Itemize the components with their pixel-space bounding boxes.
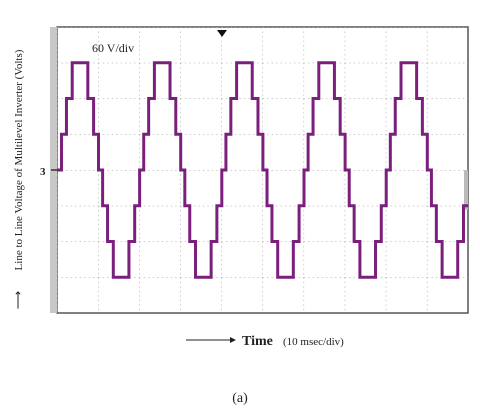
annotation: 60 V/div <box>92 41 134 55</box>
y-axis-label: Line to Line Voltage of Multilevel Inver… <box>13 49 25 270</box>
x-axis-arrowhead <box>230 337 236 343</box>
waveform <box>57 61 468 279</box>
channel-marker: 3 <box>40 166 46 178</box>
x-axis-label: Time <box>242 334 273 349</box>
y-axis-arrow: ⟶ <box>10 291 25 310</box>
x-axis-unit: (10 msec/div) <box>283 336 344 348</box>
caption: (a) <box>232 391 248 406</box>
right-marker <box>464 170 468 210</box>
trigger-marker <box>217 30 227 37</box>
